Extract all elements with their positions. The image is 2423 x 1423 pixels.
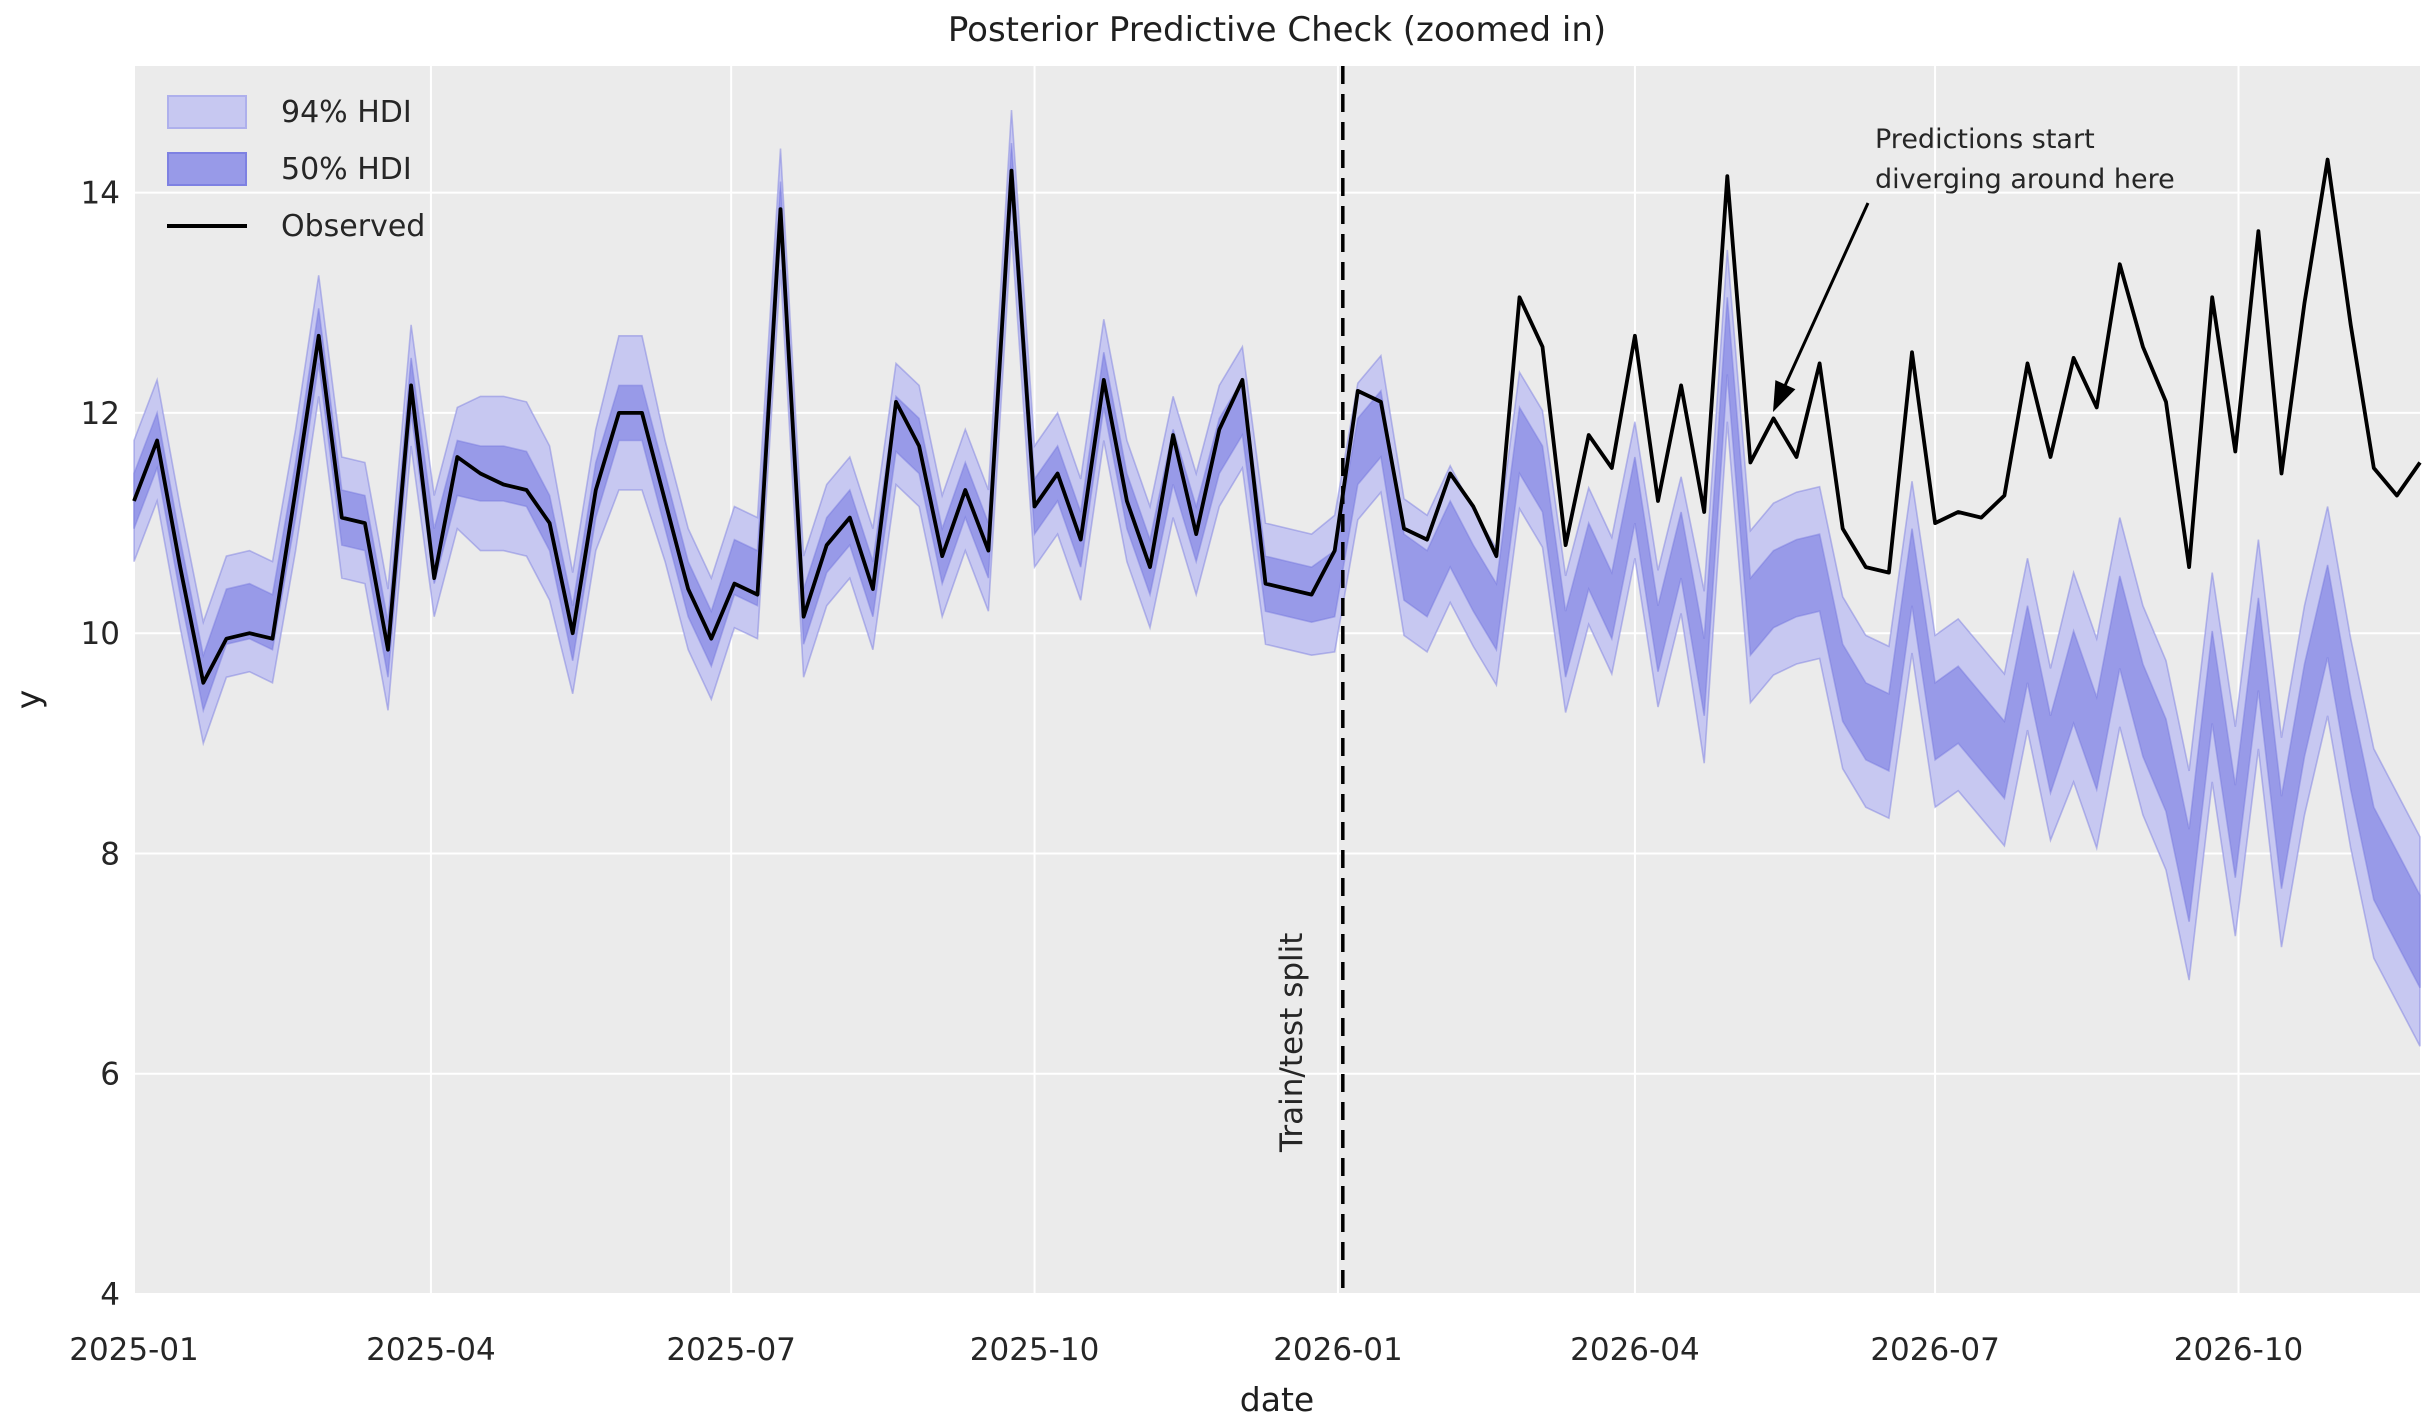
y-tick-label: 8 (100, 836, 120, 872)
y-axis-label: y (8, 689, 48, 710)
y-tick-label: 12 (81, 396, 120, 432)
x-tick-label: 2026-04 (1570, 1332, 1700, 1368)
x-tick-label: 2025-10 (970, 1332, 1100, 1368)
x-tick-label: 2025-01 (69, 1332, 199, 1368)
legend-label-94-hdi: 94% HDI (281, 94, 412, 130)
50-hdi-swatch-icon (167, 152, 247, 186)
94-hdi-swatch-icon (167, 95, 247, 129)
legend-label-observed: Observed (281, 208, 426, 244)
hdi-50-band (133, 143, 2421, 989)
annotation-text: Predictions start diverging around here (1875, 120, 2175, 200)
legend-label-50-hdi: 50% HDI (281, 151, 412, 187)
x-tick-label: 2026-10 (2174, 1332, 2304, 1368)
y-tick-label: 10 (81, 616, 120, 652)
y-tick-label: 6 (100, 1057, 120, 1093)
x-tick-label: 2025-04 (366, 1332, 496, 1368)
train-test-split-label: Train/test split (1274, 932, 1310, 1152)
x-axis-label: date (1239, 1380, 1315, 1419)
annotation-line-2: diverging around here (1875, 164, 2175, 195)
annotation-arrowhead-icon (1773, 380, 1796, 412)
y-tick-label: 14 (81, 176, 120, 212)
annotation-arrow-line (1782, 202, 1870, 389)
legend-item-94-hdi: 94% HDI (167, 94, 425, 130)
legend-item-50-hdi: 50% HDI (167, 151, 425, 187)
x-tick-label: 2026-01 (1273, 1332, 1403, 1368)
x-tick-label: 2025-07 (666, 1332, 796, 1368)
legend: 94% HDI 50% HDI Observed (167, 94, 425, 265)
legend-item-observed: Observed (167, 208, 425, 244)
chart-title: Posterior Predictive Check (zoomed in) (947, 10, 1607, 50)
observed-line-swatch-icon (167, 224, 247, 228)
annotation-line-1: Predictions start (1875, 124, 2095, 155)
observed-line (132, 157, 2422, 685)
x-tick-label: 2026-07 (1870, 1332, 2000, 1368)
y-tick-label: 4 (100, 1277, 120, 1313)
